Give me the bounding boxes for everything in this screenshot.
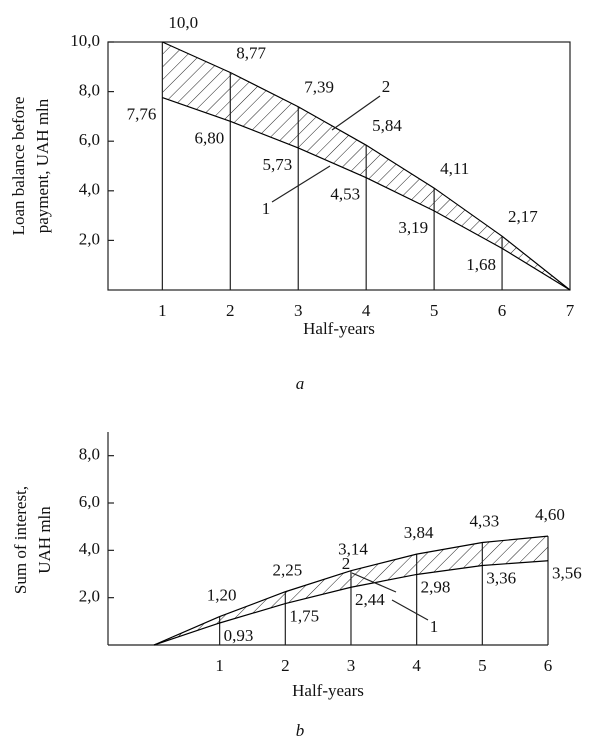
y-tick-label: 10,0 [70, 31, 100, 50]
leader-line [271, 165, 331, 203]
x-tick-label: 6 [498, 301, 507, 320]
data-label: 7,76 [127, 104, 157, 123]
x-axis-label: Half-years [292, 681, 364, 700]
y-axis-label: Loan balance before [9, 97, 28, 236]
series-name: 1 [262, 199, 271, 218]
series-name: 2 [342, 554, 351, 573]
data-label: 3,19 [398, 218, 428, 237]
data-label: 4,53 [330, 185, 360, 204]
x-tick-label: 1 [215, 656, 224, 675]
x-tick-label: 4 [412, 656, 421, 675]
data-label: 5,84 [372, 116, 402, 135]
series-line [153, 535, 549, 646]
caption: a [296, 374, 305, 393]
data-label: 3,56 [552, 564, 582, 583]
y-tick-label: 8,0 [79, 445, 100, 464]
data-label: 1,75 [289, 606, 319, 625]
y-tick-label: 6,0 [79, 130, 100, 149]
data-label: 1,68 [466, 255, 496, 274]
data-label: 7,39 [304, 78, 334, 97]
series-line [153, 560, 549, 646]
y-tick-label: 2,0 [79, 587, 100, 606]
data-label: 10,0 [168, 13, 198, 32]
plot-frame [107, 41, 571, 291]
x-tick-label: 1 [158, 301, 167, 320]
data-label: 3,14 [338, 540, 368, 559]
x-tick-label: 3 [347, 656, 356, 675]
data-label: 3,84 [404, 523, 434, 542]
x-tick-label: 2 [281, 656, 290, 675]
data-label: 4,33 [469, 511, 499, 530]
hatched-area [153, 536, 548, 645]
leader-line [351, 572, 397, 593]
data-label: 3,36 [486, 568, 516, 587]
data-label: 4,60 [535, 505, 565, 524]
y-tick-label: 4,0 [79, 539, 100, 558]
x-tick-label: 5 [478, 656, 487, 675]
data-label: 8,77 [236, 43, 266, 62]
data-label: 2,44 [355, 590, 385, 609]
series-line [162, 96, 571, 291]
series-line [162, 41, 571, 291]
x-tick-label: 2 [226, 301, 235, 320]
caption: b [296, 721, 305, 740]
x-tick-label: 6 [544, 656, 553, 675]
series-name: 2 [382, 77, 391, 96]
data-label: 2,98 [421, 577, 451, 596]
x-tick-label: 3 [294, 301, 303, 320]
y-tick-label: 8,0 [79, 81, 100, 100]
x-tick-label: 5 [430, 301, 439, 320]
data-label: 6,80 [195, 128, 225, 147]
y-tick-label: 4,0 [79, 180, 100, 199]
data-label: 5,73 [262, 155, 292, 174]
data-label: 0,93 [224, 626, 254, 645]
x-tick-label: 4 [362, 301, 371, 320]
y-axis-label: payment, UAH mln [33, 98, 52, 233]
leader-line [391, 599, 429, 621]
x-axis-label: Half-years [303, 319, 375, 338]
y-tick-label: 6,0 [79, 492, 100, 511]
data-label: 2,17 [508, 207, 538, 226]
data-label: 1,20 [207, 586, 237, 605]
data-label: 2,25 [272, 561, 302, 580]
leader-line [331, 95, 381, 131]
series-name: 1 [430, 617, 439, 636]
data-label: 4,11 [440, 159, 469, 178]
y-tick-label: 2,0 [79, 229, 100, 248]
y-axis-label: Sum of interest, [11, 486, 30, 594]
y-axis-label: UAH mln [35, 506, 54, 574]
x-tick-label: 7 [566, 301, 575, 320]
